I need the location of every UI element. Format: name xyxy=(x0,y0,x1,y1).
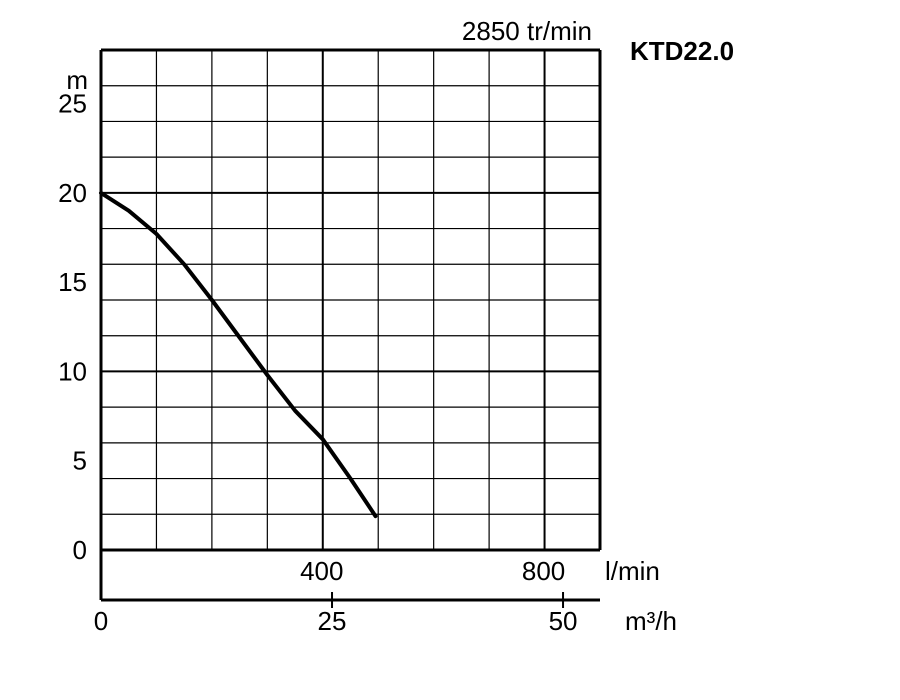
pump-curve-line-0 xyxy=(99,190,378,519)
x-m3h-tick-label: 25 xyxy=(318,606,347,636)
grid xyxy=(100,49,601,551)
x-lpm-tick-label: 800 xyxy=(522,556,565,586)
x-axis-m3h-unit: m³/h xyxy=(625,606,677,636)
y-tick-label: 20 xyxy=(58,178,87,208)
x-m3h-tick-label: 0 xyxy=(94,606,108,636)
y-tick-label: 15 xyxy=(58,267,87,297)
axes xyxy=(99,48,602,602)
x-m3h-tick-label: 50 xyxy=(549,606,578,636)
y-tick-label: 25 xyxy=(58,89,87,119)
curve-layer xyxy=(99,190,378,519)
x-lpm-tick-label: 400 xyxy=(300,556,343,586)
y-tick-label: 0 xyxy=(73,535,87,565)
x-lpm-tick-labels: 400 800 xyxy=(300,556,565,586)
y-axis-unit: m xyxy=(66,65,88,95)
x-axis-lpm-unit: l/min xyxy=(605,556,660,586)
chart-title: KTD22.0 xyxy=(630,36,734,66)
y-tick-labels: 0 5 10 15 20 25 xyxy=(58,89,87,565)
y-tick-label: 5 xyxy=(73,446,87,476)
speed-label: 2850 tr/min xyxy=(462,16,592,46)
x-m3h-tick-labels: 0 25 50 xyxy=(94,592,578,636)
y-tick-label: 10 xyxy=(58,356,87,386)
